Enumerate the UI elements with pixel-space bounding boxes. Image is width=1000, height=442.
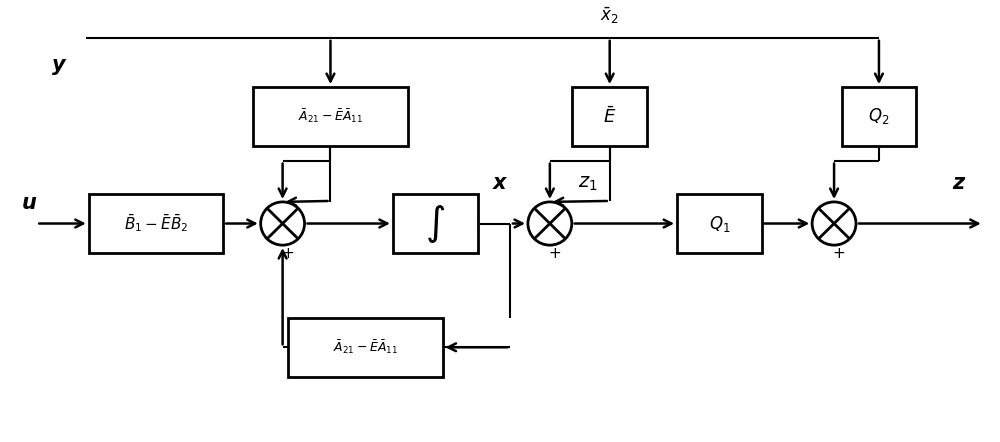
Text: $\bar{B}_1 - \bar{E}\bar{B}_2$: $\bar{B}_1 - \bar{E}\bar{B}_2$	[124, 213, 188, 234]
Bar	[393, 194, 478, 253]
Text: $+$: $+$	[281, 247, 294, 262]
Bar	[253, 87, 408, 146]
Bar	[842, 87, 916, 146]
Bar	[572, 87, 647, 146]
Text: $\bar{x}_2$: $\bar{x}_2$	[600, 6, 619, 26]
Text: $\bar{A}_{21} - \bar{E}\bar{A}_{11}$: $\bar{A}_{21} - \bar{E}\bar{A}_{11}$	[333, 339, 398, 356]
Bar	[89, 194, 223, 253]
Text: $\bar{A}_{21} - \bar{E}\bar{A}_{11}$: $\bar{A}_{21} - \bar{E}\bar{A}_{11}$	[298, 108, 363, 125]
Text: $\boldsymbol{x}$: $\boldsymbol{x}$	[492, 173, 508, 193]
Text: $\int$: $\int$	[425, 202, 445, 244]
Text: $\boldsymbol{z_1}$: $\boldsymbol{z_1}$	[578, 174, 597, 193]
Bar	[677, 194, 762, 253]
Text: $\boldsymbol{u}$: $\boldsymbol{u}$	[21, 193, 38, 213]
Text: $\boldsymbol{Q_1}$: $\boldsymbol{Q_1}$	[709, 213, 730, 233]
Bar	[288, 318, 443, 377]
Text: $\boldsymbol{z}$: $\boldsymbol{z}$	[952, 173, 966, 193]
Text: $+$: $+$	[832, 247, 846, 262]
Text: $\boldsymbol{y}$: $\boldsymbol{y}$	[51, 57, 68, 77]
Text: $\boldsymbol{Q_2}$: $\boldsymbol{Q_2}$	[868, 107, 890, 126]
Text: $\bar{E}$: $\bar{E}$	[603, 106, 616, 127]
Text: $+$: $+$	[548, 247, 561, 262]
